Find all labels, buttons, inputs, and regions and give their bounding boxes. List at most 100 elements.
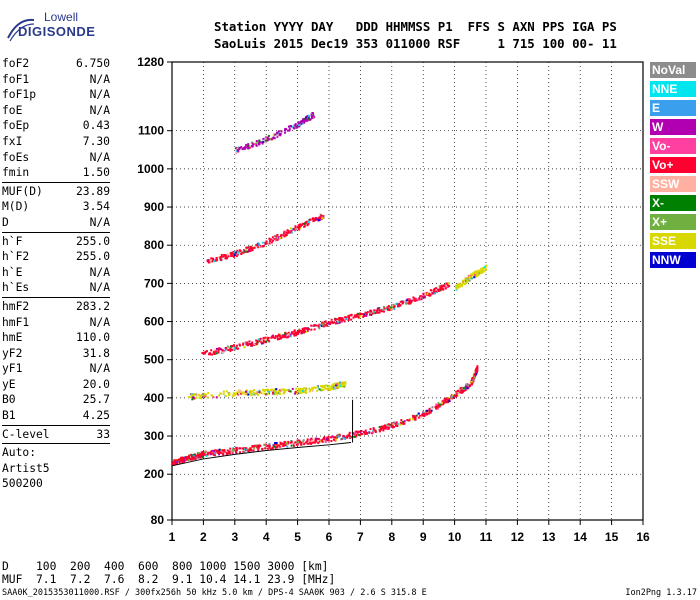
echo-point (376, 307, 379, 310)
echo-point (305, 330, 308, 333)
echo-point (413, 415, 416, 418)
echo-point (234, 392, 237, 395)
echo-point (251, 390, 254, 393)
echo-point (432, 290, 435, 293)
echo-point (382, 425, 385, 428)
echo-point (273, 235, 276, 238)
echo-point (201, 394, 204, 397)
echo-point (324, 320, 327, 323)
echo-point (383, 424, 386, 427)
echo-point (299, 441, 302, 444)
echo-point (465, 383, 468, 386)
echo-point (190, 458, 193, 461)
echo-point (267, 339, 270, 342)
echo-point (284, 231, 287, 234)
echo-point (267, 134, 270, 137)
echo-point (216, 449, 219, 452)
echo-point (305, 391, 308, 394)
echo-point (326, 322, 329, 325)
echo-point (294, 124, 297, 127)
echo-point (276, 233, 279, 236)
echo-point (308, 118, 311, 121)
echo-point (223, 448, 226, 451)
echo-point (224, 349, 227, 352)
echo-point (296, 226, 299, 229)
echo-point (470, 277, 473, 280)
echo-point (300, 388, 303, 391)
param-row: foF2 6.750 (2, 56, 110, 72)
logo-swoosh-icon (7, 18, 35, 42)
echo-point (473, 374, 476, 377)
echo-point (446, 285, 449, 288)
param-value: 4.25 (82, 409, 110, 423)
echo-point (301, 120, 304, 123)
echo-point (275, 442, 278, 445)
echo-point (289, 333, 292, 336)
echo-point (204, 451, 207, 454)
echo-point (434, 405, 437, 408)
echo-point (415, 297, 418, 300)
echo-point (242, 447, 245, 450)
echo-point (466, 280, 469, 283)
echo-point (363, 431, 366, 434)
x-tick-label: 7 (357, 530, 364, 544)
echo-point (282, 391, 285, 394)
echo-point (305, 119, 308, 122)
echo-point (358, 430, 361, 433)
echo-point (329, 388, 332, 391)
echo-point (255, 142, 258, 145)
echo-point (242, 343, 245, 346)
echo-point (391, 308, 394, 311)
echo-point (315, 440, 318, 443)
echo-point (459, 387, 462, 390)
echo-point (228, 392, 231, 395)
echo-point (307, 117, 310, 120)
echo-point (368, 313, 371, 316)
echo-point (296, 439, 299, 442)
echo-point (174, 463, 177, 466)
echo-point (478, 273, 481, 276)
echo-point (354, 315, 357, 318)
echo-point (247, 246, 250, 249)
echo-point (395, 421, 398, 424)
param-value: 1.50 (82, 166, 110, 180)
echo-point (248, 448, 251, 451)
echo-point (309, 388, 312, 391)
echo-point (229, 252, 232, 255)
echo-point (247, 250, 250, 253)
param-separator (2, 443, 110, 445)
param-label: yF2 (2, 346, 23, 360)
echo-point (315, 324, 318, 327)
echo-point (181, 456, 184, 459)
echo-point (396, 425, 399, 428)
echo-point (229, 447, 232, 450)
echo-point (365, 432, 368, 435)
echo-point (201, 452, 204, 455)
echo-point (473, 376, 476, 379)
echo-point (436, 288, 439, 291)
echo-point (382, 427, 385, 430)
echo-point (471, 381, 474, 384)
echo-point (436, 405, 439, 408)
echo-point (348, 434, 351, 437)
echo-point (390, 423, 393, 426)
echo-point (233, 251, 236, 254)
echo-point (255, 139, 258, 142)
echo-point (272, 393, 275, 396)
echo-point (287, 333, 290, 336)
echo-point (372, 428, 375, 431)
echo-point (251, 445, 254, 448)
echo-point (264, 137, 267, 140)
echo-point (460, 285, 463, 288)
echo-point (330, 321, 333, 324)
echo-point (249, 389, 252, 392)
echo-point (293, 334, 296, 337)
echo-point (333, 436, 336, 439)
echo-point (448, 398, 451, 401)
echo-point (225, 390, 228, 393)
echo-point (374, 311, 377, 314)
echo-point (420, 295, 423, 298)
param-label: hmF1 (2, 315, 30, 329)
echo-point (302, 331, 305, 334)
echo-point (265, 242, 268, 245)
